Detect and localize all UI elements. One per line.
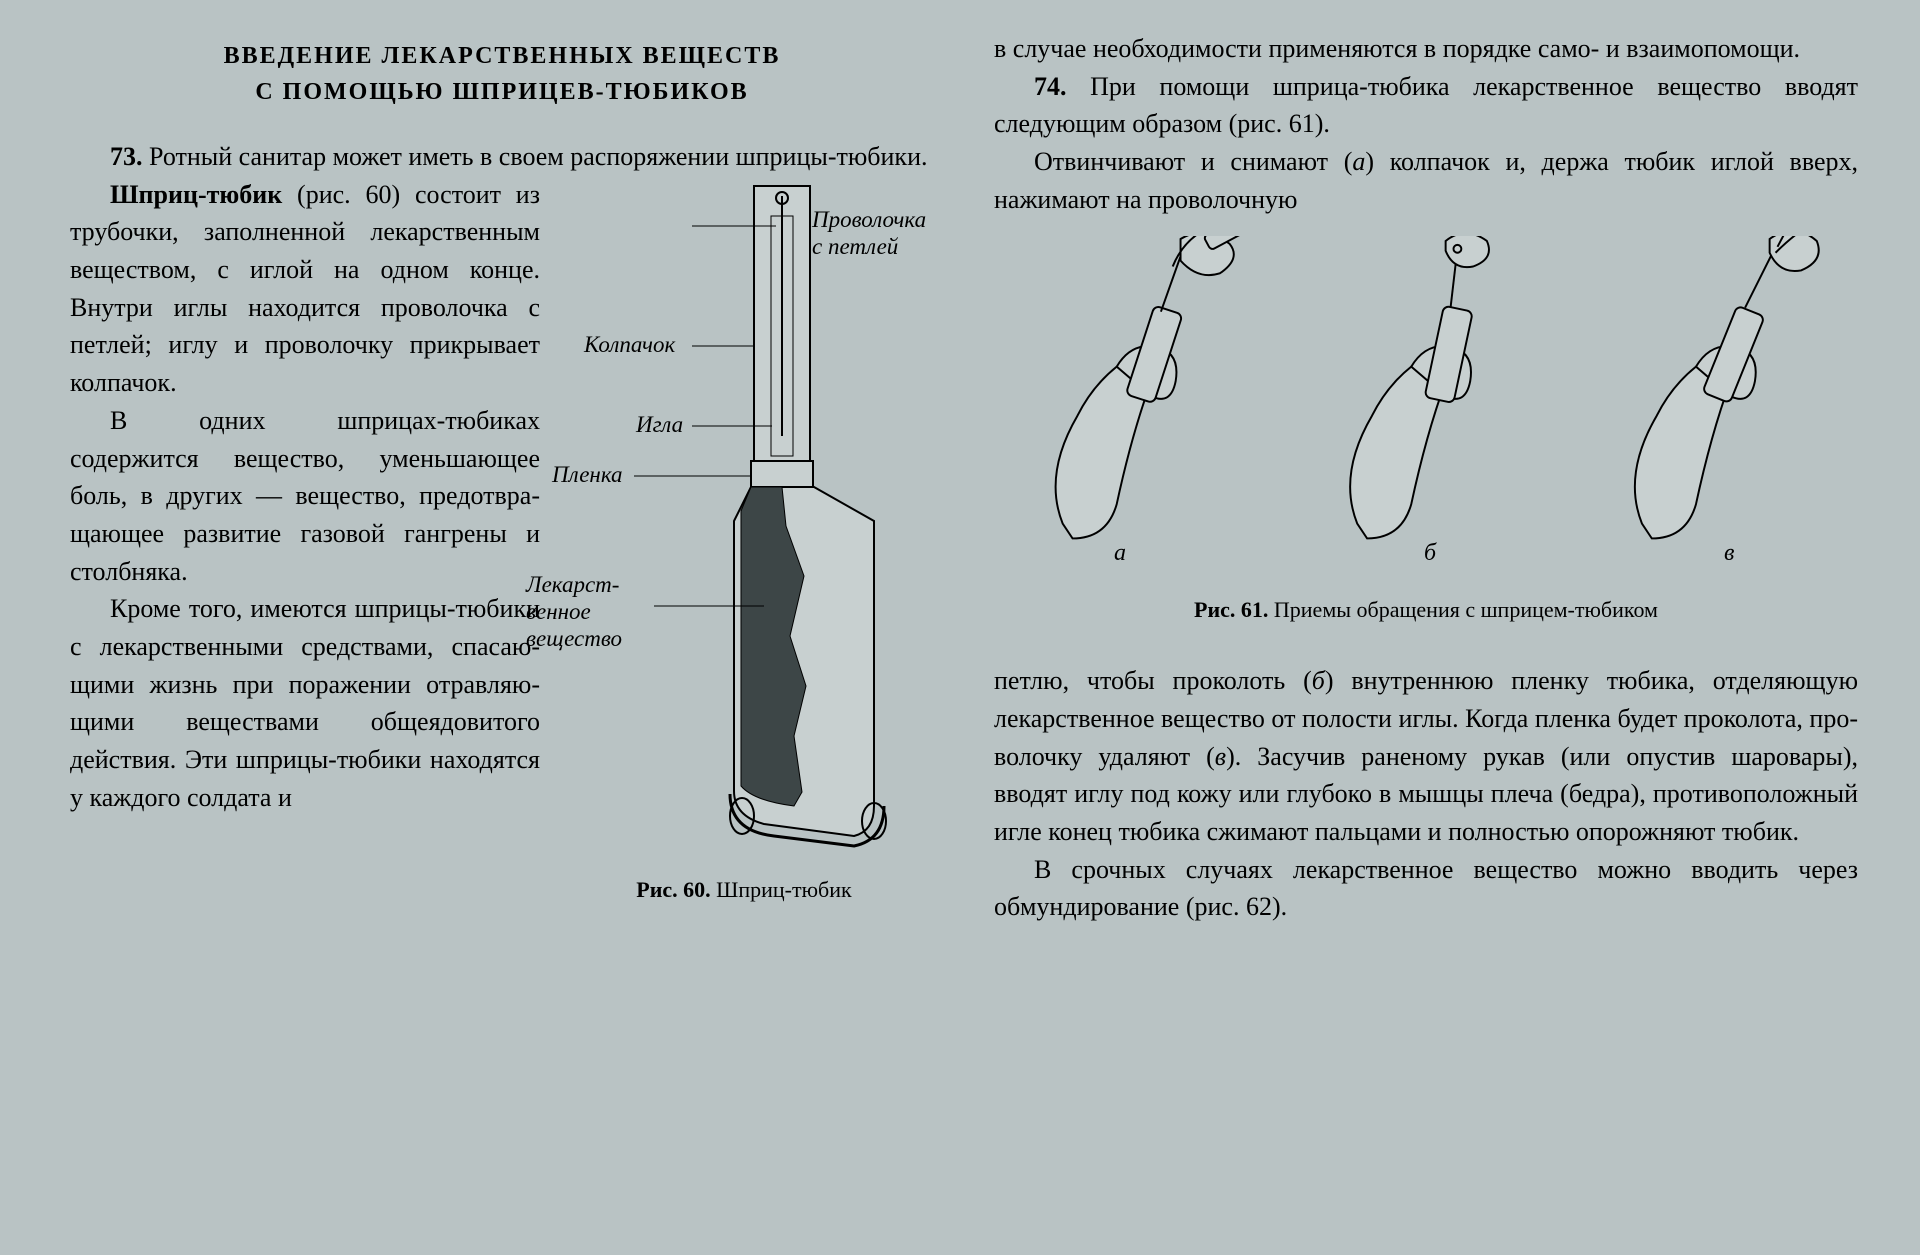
- left-column: ВВЕДЕНИЕ ЛЕКАРСТВЕННЫХ ВЕЩЕСТВ С ПОМОЩЬЮ…: [70, 30, 934, 926]
- para-right-1: Отвинчивают и снимают (а) колпачок и, де…: [994, 143, 1858, 218]
- r2ci: в: [1215, 742, 1226, 771]
- label-medicine: Лекарст- венное вещество: [526, 571, 622, 652]
- def-rest: (рис. 60) состоит из тру­бочки, заполнен…: [70, 180, 540, 397]
- right-column: в случае необходимости применяются в пор…: [994, 30, 1858, 926]
- sub-b: б: [1424, 536, 1436, 571]
- para-73: 73. Ротный санитар может иметь в своем р…: [70, 138, 934, 176]
- text-73: Ротный санитар может иметь в своем рас­п…: [143, 142, 928, 171]
- label-cap: Колпачок: [584, 331, 675, 358]
- hands-diagram: [994, 236, 1858, 566]
- r1a: Отвинчивают и снимают (: [1034, 147, 1352, 176]
- figure-60-caption: Рис. 60. Шприц-тюбик: [554, 874, 934, 906]
- wrap-figure-60: Проволочка с петлей Колпачок Игла Пленка…: [70, 176, 934, 910]
- section-title: ВВЕДЕНИЕ ЛЕКАРСТВЕННЫХ ВЕЩЕСТВ С ПОМОЩЬЮ…: [70, 38, 934, 110]
- para-right-0: в случае необходимости применяются в пор…: [994, 30, 1858, 68]
- figure-60: Проволочка с петлей Колпачок Игла Пленка…: [554, 176, 934, 906]
- def-bold: Шприц-тюбик: [110, 180, 282, 209]
- figure-60-number: Рис. 60.: [636, 877, 710, 902]
- label-wire-loop: Проволочка с петлей: [812, 206, 926, 260]
- figure-61-text: Приемы обращения с шприцем-тюбиком: [1268, 597, 1658, 622]
- label-needle: Игла: [636, 411, 683, 438]
- r2a: петлю, чтобы проколоть (: [994, 666, 1312, 695]
- r2bi: б: [1312, 666, 1325, 695]
- title-line1: ВВЕДЕНИЕ ЛЕКАРСТВЕННЫХ ВЕЩЕСТВ С ПОМОЩЬЮ…: [224, 43, 781, 105]
- para-right-3: В срочных случаях лекарственное вещество…: [994, 851, 1858, 926]
- text-74: При помощи шприца-тюбика лекарственное в…: [994, 72, 1858, 139]
- figure-60-text: Шприц-тюбик: [711, 877, 852, 902]
- r1ai: а: [1352, 147, 1365, 176]
- sub-a: а: [1114, 536, 1126, 571]
- para-74: 74. При помощи шприца-тюбика лекарственн…: [994, 68, 1858, 143]
- figure-61-number: Рис. 61.: [1194, 597, 1268, 622]
- figure-61-caption: Рис. 61. Приемы обращения с шприцем-тюби…: [994, 594, 1858, 626]
- figure-61: а б в: [994, 236, 1858, 586]
- num-74: 74.: [1034, 72, 1067, 101]
- sub-v: в: [1724, 536, 1734, 571]
- page: ВВЕДЕНИЕ ЛЕКАРСТВЕННЫХ ВЕЩЕСТВ С ПОМОЩЬЮ…: [0, 0, 1920, 956]
- num-73: 73.: [110, 142, 143, 171]
- label-film: Пленка: [552, 461, 623, 488]
- spacer: [994, 626, 1858, 662]
- syringe-tube-diagram: [554, 176, 934, 876]
- para-right-2: петлю, чтобы проколоть (б) внутреннюю пл…: [994, 662, 1858, 850]
